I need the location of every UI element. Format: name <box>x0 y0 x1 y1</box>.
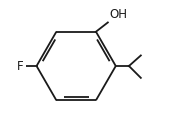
Text: OH: OH <box>109 8 127 21</box>
Text: F: F <box>17 60 23 72</box>
